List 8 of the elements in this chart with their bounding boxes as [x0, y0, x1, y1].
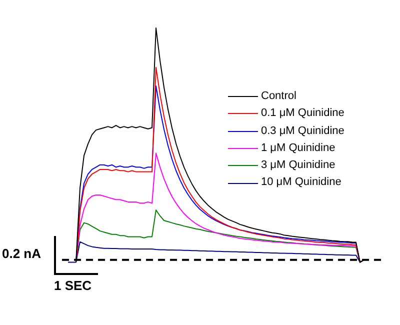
text: 1 SEC: [54, 278, 92, 293]
legend-label: 0.3 μM Quinidine: [261, 124, 344, 139]
legend-label: Control: [261, 89, 296, 104]
legend-label: 1 μM Quinidine: [261, 140, 336, 156]
legend-label: 10 μM Quinidine: [261, 175, 342, 190]
legend-label: 0.1 μM Quinidine: [261, 106, 344, 122]
text: 0.2 nA: [2, 246, 42, 261]
legend-label: 3 μM Quinidine: [261, 158, 336, 174]
